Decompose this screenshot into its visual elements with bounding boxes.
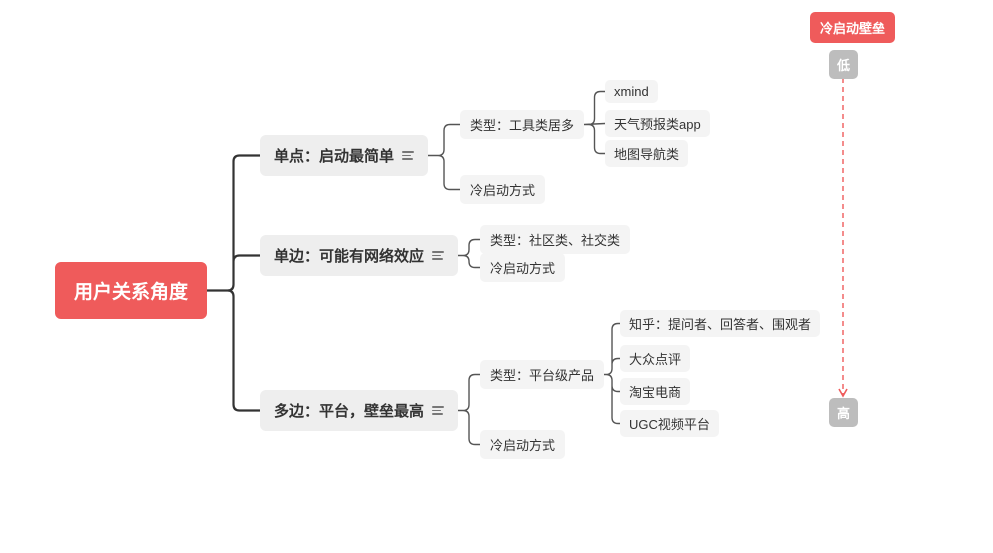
leaf-label: xmind (614, 84, 649, 99)
branch-oneside[interactable]: 单边：可能有网络效应 (260, 235, 458, 276)
leaf-zhihu[interactable]: 知乎：提问者、回答者、围观者 (620, 310, 820, 337)
leaf-ugc[interactable]: UGC视频平台 (620, 410, 719, 437)
leaf-label: 天气预报类app (614, 114, 701, 133)
node-single-cold[interactable]: 冷启动方式 (460, 175, 545, 204)
root-label: 用户关系角度 (74, 277, 188, 304)
leaf-label: 大众点评 (629, 349, 681, 368)
notes-icon (432, 406, 444, 415)
branch-oneside-label: 单边：可能有网络效应 (274, 245, 424, 266)
node-label: 冷启动方式 (490, 435, 555, 454)
node-label: 类型：社区类、社交类 (490, 230, 620, 249)
node-label: 冷启动方式 (470, 180, 535, 199)
scale-low: 低 (829, 50, 858, 79)
node-oneside-type[interactable]: 类型：社区类、社交类 (480, 225, 630, 254)
leaf-map[interactable]: 地图导航类 (605, 140, 688, 167)
node-label: 冷启动方式 (490, 258, 555, 277)
branch-single[interactable]: 单点：启动最简单 (260, 135, 428, 176)
branch-single-label: 单点：启动最简单 (274, 145, 394, 166)
leaf-dianping[interactable]: 大众点评 (620, 345, 690, 372)
leaf-label: 淘宝电商 (629, 382, 681, 401)
scale-high-label: 高 (837, 406, 850, 421)
root-node[interactable]: 用户关系角度 (55, 262, 207, 319)
scale-low-label: 低 (837, 58, 850, 73)
legend-title-label: 冷启动壁垒 (820, 21, 885, 36)
node-label: 类型：工具类居多 (470, 115, 574, 134)
leaf-label: 地图导航类 (614, 144, 679, 163)
leaf-label: 知乎：提问者、回答者、围观者 (629, 314, 811, 333)
node-multi-cold[interactable]: 冷启动方式 (480, 430, 565, 459)
leaf-taobao[interactable]: 淘宝电商 (620, 378, 690, 405)
node-label: 类型：平台级产品 (490, 365, 594, 384)
notes-icon (432, 251, 444, 260)
node-single-type[interactable]: 类型：工具类居多 (460, 110, 584, 139)
node-oneside-cold[interactable]: 冷启动方式 (480, 253, 565, 282)
scale-high: 高 (829, 398, 858, 427)
node-multi-type[interactable]: 类型：平台级产品 (480, 360, 604, 389)
branch-multi[interactable]: 多边：平台，壁垒最高 (260, 390, 458, 431)
notes-icon (402, 151, 414, 160)
leaf-weather[interactable]: 天气预报类app (605, 110, 710, 137)
leaf-label: UGC视频平台 (629, 414, 710, 433)
branch-multi-label: 多边：平台，壁垒最高 (274, 400, 424, 421)
legend-title: 冷启动壁垒 (810, 12, 895, 43)
leaf-xmind[interactable]: xmind (605, 80, 658, 103)
